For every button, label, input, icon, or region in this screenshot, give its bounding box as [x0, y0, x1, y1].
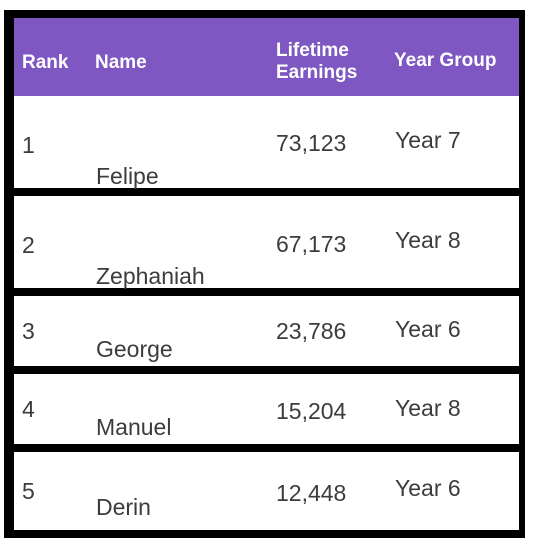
- header-year-group: Year Group: [394, 50, 497, 71]
- table-row: 3 George 23,786 Year 6: [14, 296, 519, 366]
- header-earnings-line1: Lifetime: [276, 40, 349, 61]
- table-row: 2 Zephaniah 67,173 Year 8: [14, 196, 519, 289]
- header-lifetime-earnings: Lifetime Earnings: [276, 40, 376, 84]
- leaderboard-table: Rank Name Lifetime Earnings Year Group 1…: [4, 10, 525, 538]
- table-header: Rank Name Lifetime Earnings Year Group: [14, 18, 519, 98]
- table-row: 4 Manuel 15,204 Year 8: [14, 374, 519, 444]
- year-group-cell: Year 7: [395, 127, 461, 153]
- rank-cell: 3: [22, 318, 35, 344]
- name-cell: Felipe: [96, 163, 159, 189]
- rank-cell: 5: [22, 478, 35, 504]
- earnings-cell: 67,173: [276, 231, 347, 257]
- header-name: Name: [95, 52, 147, 73]
- name-cell: George: [96, 336, 173, 362]
- name-cell: Derin: [96, 494, 151, 520]
- earnings-cell: 12,448: [276, 480, 347, 506]
- header-rank: Rank: [22, 52, 69, 73]
- year-group-cell: Year 8: [395, 395, 461, 421]
- name-cell: Manuel: [96, 414, 172, 440]
- year-group-cell: Year 6: [395, 475, 461, 501]
- earnings-cell: 23,786: [276, 318, 347, 344]
- year-group-cell: Year 8: [395, 227, 461, 253]
- rank-cell: 2: [22, 232, 35, 258]
- table-row: 1 Felipe 73,123 Year 7: [14, 96, 519, 189]
- earnings-cell: 73,123: [276, 130, 347, 156]
- rank-cell: 4: [22, 396, 35, 422]
- header-earnings-line2: Earnings: [276, 62, 358, 83]
- table-row: 5 Derin 12,448 Year 6: [14, 452, 519, 530]
- name-cell: Zephaniah: [96, 263, 205, 289]
- year-group-cell: Year 6: [395, 316, 461, 342]
- rank-cell: 1: [22, 132, 35, 158]
- earnings-cell: 15,204: [276, 398, 347, 424]
